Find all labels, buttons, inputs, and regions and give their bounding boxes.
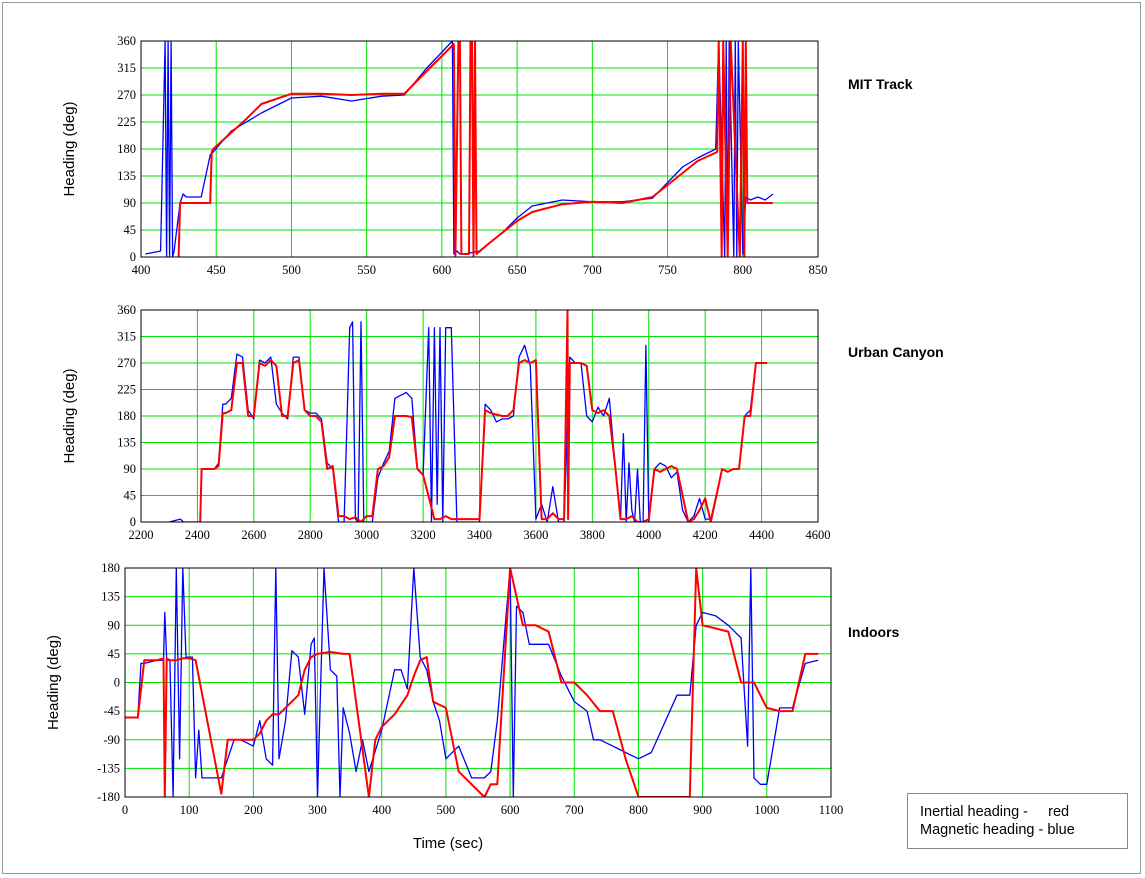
chart-title-mit-track: MIT Track: [848, 76, 913, 92]
y-tick-label: 180: [117, 409, 136, 423]
legend-inertial: Inertial heading - red: [920, 804, 1070, 820]
y-tick-label: 0: [130, 250, 136, 264]
x-tick-label: 800: [629, 803, 648, 817]
y-tick-label: 90: [124, 462, 137, 476]
x-tick-label: 4600: [806, 528, 831, 542]
x-tick-label: 200: [244, 803, 263, 817]
x-tick-label: 400: [372, 803, 391, 817]
plot-indoors: 0 100 200 300 400 500 600 700 800 900 1000 11001801…: [45, 561, 843, 817]
x-tick-label: 3400: [467, 528, 492, 542]
y-tick-label: 315: [117, 61, 136, 75]
y-tick-label: 45: [124, 223, 137, 237]
plot-mit-track: 400 450 500 550 600 650 700 750 800 850 0 45 90 135 18…: [61, 34, 827, 277]
y-tick-label: 225: [117, 115, 136, 129]
plot-frame: [140, 309, 819, 523]
y-tick-label: -45: [103, 704, 120, 718]
y-tick-label: 90: [124, 196, 137, 210]
x-tick-label: 850: [809, 263, 828, 277]
x-tick-label: 300: [308, 803, 327, 817]
y-tick-label: 0: [130, 515, 136, 529]
y-tick-label: 360: [117, 34, 136, 48]
plot-frame: [124, 567, 832, 798]
series-magnetic-line: [125, 568, 819, 797]
x-tick-label: 0: [122, 803, 128, 817]
y-tick-label: 45: [124, 489, 137, 503]
chart-title-indoors: Indoors: [848, 624, 900, 640]
series-inertial-line: [177, 41, 773, 257]
x-tick-label: 400: [132, 263, 151, 277]
x-tick-label: 500: [437, 803, 456, 817]
x-tick-label: 2600: [241, 528, 266, 542]
legend-magnetic: Magnetic heading - blue: [920, 822, 1075, 838]
x-tick-label: 3600: [523, 528, 548, 542]
x-tick-label: 450: [207, 263, 226, 277]
chart-title-urban-canyon: Urban Canyon: [848, 344, 944, 360]
x-tick-label: 550: [357, 263, 376, 277]
x-tick-label: 700: [583, 263, 602, 277]
x-tick-label: 100: [180, 803, 199, 817]
y-tick-label: 0: [114, 676, 120, 690]
y-axis-label: Heading (deg): [61, 368, 78, 463]
x-tick-label: 2800: [298, 528, 323, 542]
x-tick-label: 3800: [580, 528, 605, 542]
y-tick-label: 45: [108, 647, 121, 661]
y-axis-label: Heading (deg): [45, 635, 62, 730]
x-tick-label: 500: [282, 263, 301, 277]
x-tick-label: 2200: [129, 528, 154, 542]
x-tick-label: 900: [693, 803, 712, 817]
y-tick-label: 180: [101, 561, 120, 575]
x-tick-label: 4000: [636, 528, 661, 542]
y-tick-label: -90: [103, 733, 120, 747]
x-tick-label: 700: [565, 803, 584, 817]
y-tick-label: 135: [101, 590, 120, 604]
y-tick-label: 360: [117, 303, 136, 317]
x-tick-label: 4200: [693, 528, 718, 542]
y-tick-label: 270: [117, 88, 136, 102]
x-tick-label: 600: [433, 263, 452, 277]
x-tick-label: 1000: [754, 803, 779, 817]
x-tick-label: 650: [508, 263, 527, 277]
y-tick-label: 270: [117, 356, 136, 370]
x-tick-label: 750: [658, 263, 677, 277]
plot-urban-canyon: 2200 2400 2600 2800 3000 3200 3400 3600 3800 4000…: [61, 303, 831, 542]
y-tick-label: 90: [108, 618, 121, 632]
y-tick-label: 225: [117, 383, 136, 397]
x-tick-label: 800: [733, 263, 752, 277]
x-axis-label: Time (sec): [413, 835, 483, 852]
series-inertial-line: [125, 568, 819, 797]
y-tick-label: 135: [117, 436, 136, 450]
x-tick-label: 600: [501, 803, 520, 817]
y-tick-label: 315: [117, 330, 136, 344]
y-tick-label: 135: [117, 169, 136, 183]
x-tick-label: 4400: [749, 528, 774, 542]
y-axis-label: Heading (deg): [61, 101, 78, 196]
x-tick-label: 3000: [354, 528, 379, 542]
x-tick-label: 1100: [819, 803, 844, 817]
x-tick-label: 3200: [411, 528, 436, 542]
plot-frame: [140, 40, 819, 258]
legend: Inertial heading - red Magnetic heading …: [907, 793, 1128, 849]
y-tick-label: -180: [97, 790, 120, 804]
series-inertial-line: [199, 310, 768, 522]
y-tick-label: 180: [117, 142, 136, 156]
x-tick-label: 2400: [185, 528, 210, 542]
y-tick-label: -135: [97, 761, 120, 775]
series-magnetic-line: [169, 321, 768, 522]
